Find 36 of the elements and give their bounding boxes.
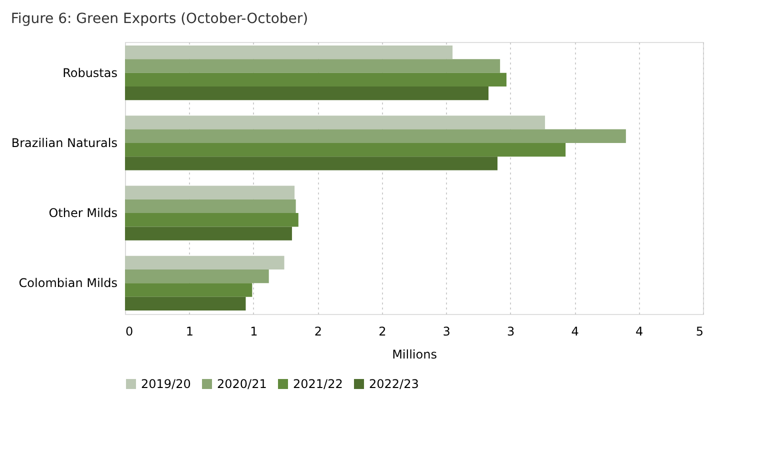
bar bbox=[125, 156, 498, 170]
bar bbox=[125, 186, 295, 200]
x-tick-label: 2 bbox=[314, 324, 322, 338]
bar bbox=[125, 269, 269, 284]
bar bbox=[125, 59, 500, 73]
bar bbox=[125, 283, 252, 297]
x-tick-label: 5 bbox=[696, 324, 704, 338]
x-tick-label: 2 bbox=[378, 324, 386, 338]
bar bbox=[125, 86, 488, 100]
x-tick-label: 1 bbox=[186, 324, 194, 338]
bar bbox=[125, 116, 546, 130]
y-tick-label: Other Milds bbox=[48, 206, 118, 220]
bar bbox=[125, 296, 246, 310]
x-tick-label: 3 bbox=[442, 324, 450, 338]
bar bbox=[125, 142, 566, 157]
legend-label: 2019/20 bbox=[141, 377, 191, 391]
legend-label: 2020/21 bbox=[217, 377, 267, 391]
x-tick-label: 3 bbox=[507, 324, 515, 338]
x-axis-title: Millions bbox=[392, 348, 437, 362]
bar bbox=[125, 72, 506, 87]
y-tick-label: Brazilian Naturals bbox=[11, 136, 118, 150]
x-tick-label: 1 bbox=[250, 324, 258, 338]
chart-title: Figure 6: Green Exports (October-October) bbox=[10, 11, 308, 27]
y-tick-label: Colombian Milds bbox=[18, 276, 118, 290]
bar bbox=[125, 213, 298, 227]
bar bbox=[125, 199, 296, 214]
y-tick-label: Robustas bbox=[62, 66, 118, 80]
bar bbox=[125, 46, 453, 60]
legend-label: 2022/23 bbox=[369, 377, 419, 391]
bar bbox=[125, 256, 284, 270]
x-tick-label: 4 bbox=[571, 324, 579, 338]
x-tick-label: 0 bbox=[126, 324, 134, 338]
x-tick-label: 4 bbox=[635, 324, 644, 338]
bar bbox=[125, 226, 292, 240]
legend-label: 2021/22 bbox=[293, 377, 343, 391]
bar bbox=[125, 129, 626, 143]
